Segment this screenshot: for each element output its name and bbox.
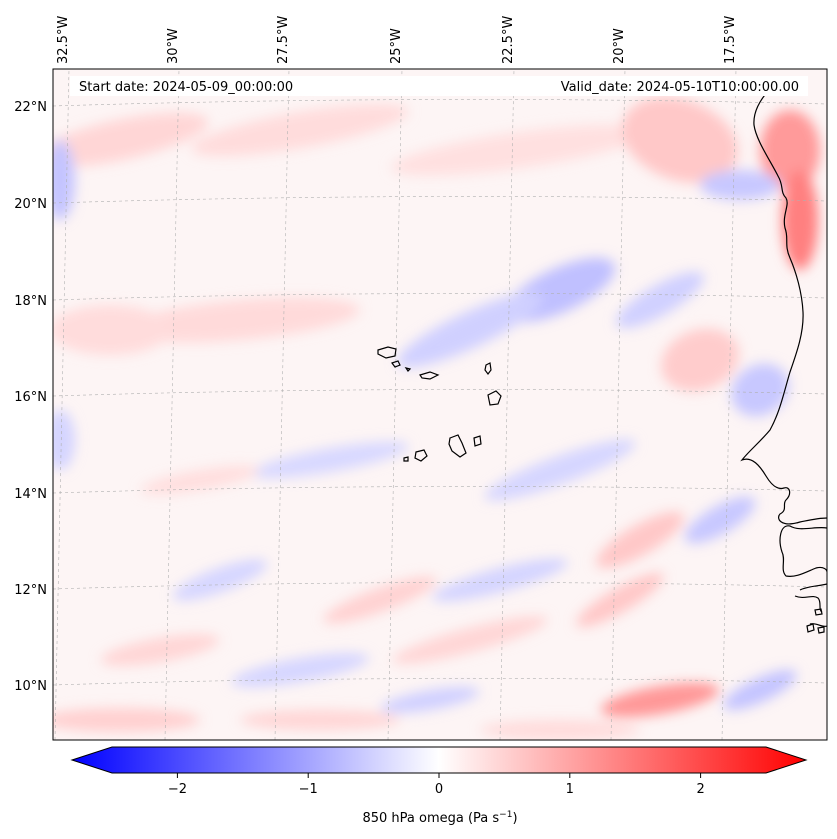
map-panel	[53, 69, 827, 740]
omega-anomaly	[616, 271, 704, 329]
omega-field	[53, 97, 820, 740]
colorbar: −2 −1 0 1 2 850 hPa omega (Pa s−1)	[70, 746, 808, 826]
meridian-line	[721, 69, 737, 740]
header-strip	[70, 76, 808, 96]
island-sao-nicolau	[419, 371, 440, 380]
colorbar-body	[70, 746, 808, 774]
lon-label: 27.5°W	[276, 16, 291, 64]
lat-label: 14°N	[14, 487, 47, 502]
island-brava	[403, 456, 409, 462]
omega-anomaly	[596, 511, 684, 569]
lat-label: 12°N	[14, 583, 47, 598]
omega-anomaly	[53, 708, 200, 732]
omega-anomaly	[172, 559, 268, 601]
colorbar-tick-label: −2	[168, 782, 187, 797]
omega-anomaly	[251, 441, 409, 479]
parallel-line	[53, 678, 827, 686]
island-santa-luzia	[404, 367, 412, 372]
omega-anomaly	[53, 112, 209, 168]
island-sao-vicente	[391, 360, 401, 368]
lon-label: 17.5°W	[723, 16, 738, 64]
meridian-line	[164, 69, 180, 740]
valid-date-label: Valid_date: 2024-05-10T10:00:00.00	[561, 80, 799, 95]
omega-anomaly	[392, 616, 548, 664]
meridian-line	[610, 69, 626, 740]
omega-anomaly	[231, 653, 369, 687]
meridian-line	[387, 69, 403, 740]
omega-anomaly	[432, 558, 568, 602]
island-maio	[473, 435, 482, 447]
map-frame	[52, 68, 828, 741]
colorbar-tick-label: 2	[696, 782, 704, 797]
omega-anomaly	[621, 97, 739, 183]
coastlines	[377, 89, 827, 634]
omega-anomaly	[380, 686, 480, 714]
omega-anomaly	[397, 292, 543, 368]
omega-anomaly	[120, 297, 360, 343]
parallel-line	[53, 196, 827, 204]
omega-anomaly	[191, 103, 409, 157]
parallel-line	[53, 293, 827, 301]
omega-anomaly	[600, 682, 720, 718]
island-bijagos-2	[806, 623, 815, 633]
latitude-labels: 22°N 20°N 18°N 16°N 14°N 12°N 10°N	[14, 100, 47, 694]
lat-label: 18°N	[14, 294, 47, 309]
graticule	[53, 69, 827, 740]
lat-label: 22°N	[14, 100, 47, 115]
omega-anomaly	[700, 170, 780, 200]
omega-anomaly	[723, 669, 797, 711]
omega-anomaly	[661, 328, 739, 392]
omega-anomaly	[731, 363, 789, 417]
lat-label: 16°N	[14, 390, 47, 405]
lon-label: 22.5°W	[501, 16, 516, 64]
island-santiago	[448, 434, 467, 458]
lon-label: 20°W	[612, 28, 627, 64]
omega-anomaly	[53, 410, 75, 470]
longitude-labels: 32.5°W 30°W 27.5°W 25°W 22.5°W 20°W 17.5°W	[56, 16, 738, 64]
africa-coastline	[740, 89, 827, 628]
island-boa-vista	[487, 390, 502, 406]
start-date-label: Start date: 2024-05-09_00:00:00	[79, 80, 293, 95]
meridian-line	[499, 69, 515, 740]
lat-label: 20°N	[14, 197, 47, 212]
omega-anomaly	[53, 140, 75, 220]
island-bijagos-1	[814, 608, 823, 616]
meridian-line	[54, 69, 70, 740]
omega-anomaly	[684, 496, 756, 544]
island-santo-antao	[377, 346, 397, 359]
colorbar-label: 850 hPa omega (Pa s−1)	[362, 810, 517, 826]
parallel-line	[53, 389, 827, 397]
omega-anomaly	[323, 576, 437, 624]
island-sal	[484, 362, 492, 375]
omega-anomaly	[53, 305, 170, 355]
parallel-line	[53, 582, 827, 590]
parallel-line	[53, 99, 827, 107]
meridian-line	[274, 69, 290, 740]
omega-anomaly	[484, 439, 636, 501]
omega-anomaly	[391, 124, 649, 176]
lon-label: 25°W	[389, 28, 404, 64]
lon-label: 30°W	[166, 28, 181, 64]
lat-label: 10°N	[14, 679, 47, 694]
colorbar-tick-label: 1	[566, 782, 574, 797]
lon-label: 32.5°W	[56, 16, 71, 64]
colorbar-tick-label: −1	[299, 782, 318, 797]
omega-anomaly	[576, 572, 664, 628]
omega-anomaly	[782, 170, 818, 270]
parallel-line	[53, 486, 827, 494]
island-bijagos-3	[817, 626, 825, 634]
omega-anomaly	[480, 720, 640, 740]
colorbar-ticks: −2 −1 0 1 2	[168, 773, 705, 797]
colorbar-tick-label: 0	[435, 782, 443, 797]
omega-anomaly	[100, 634, 220, 666]
omega-anomaly	[240, 710, 400, 730]
island-fogo	[414, 449, 428, 462]
